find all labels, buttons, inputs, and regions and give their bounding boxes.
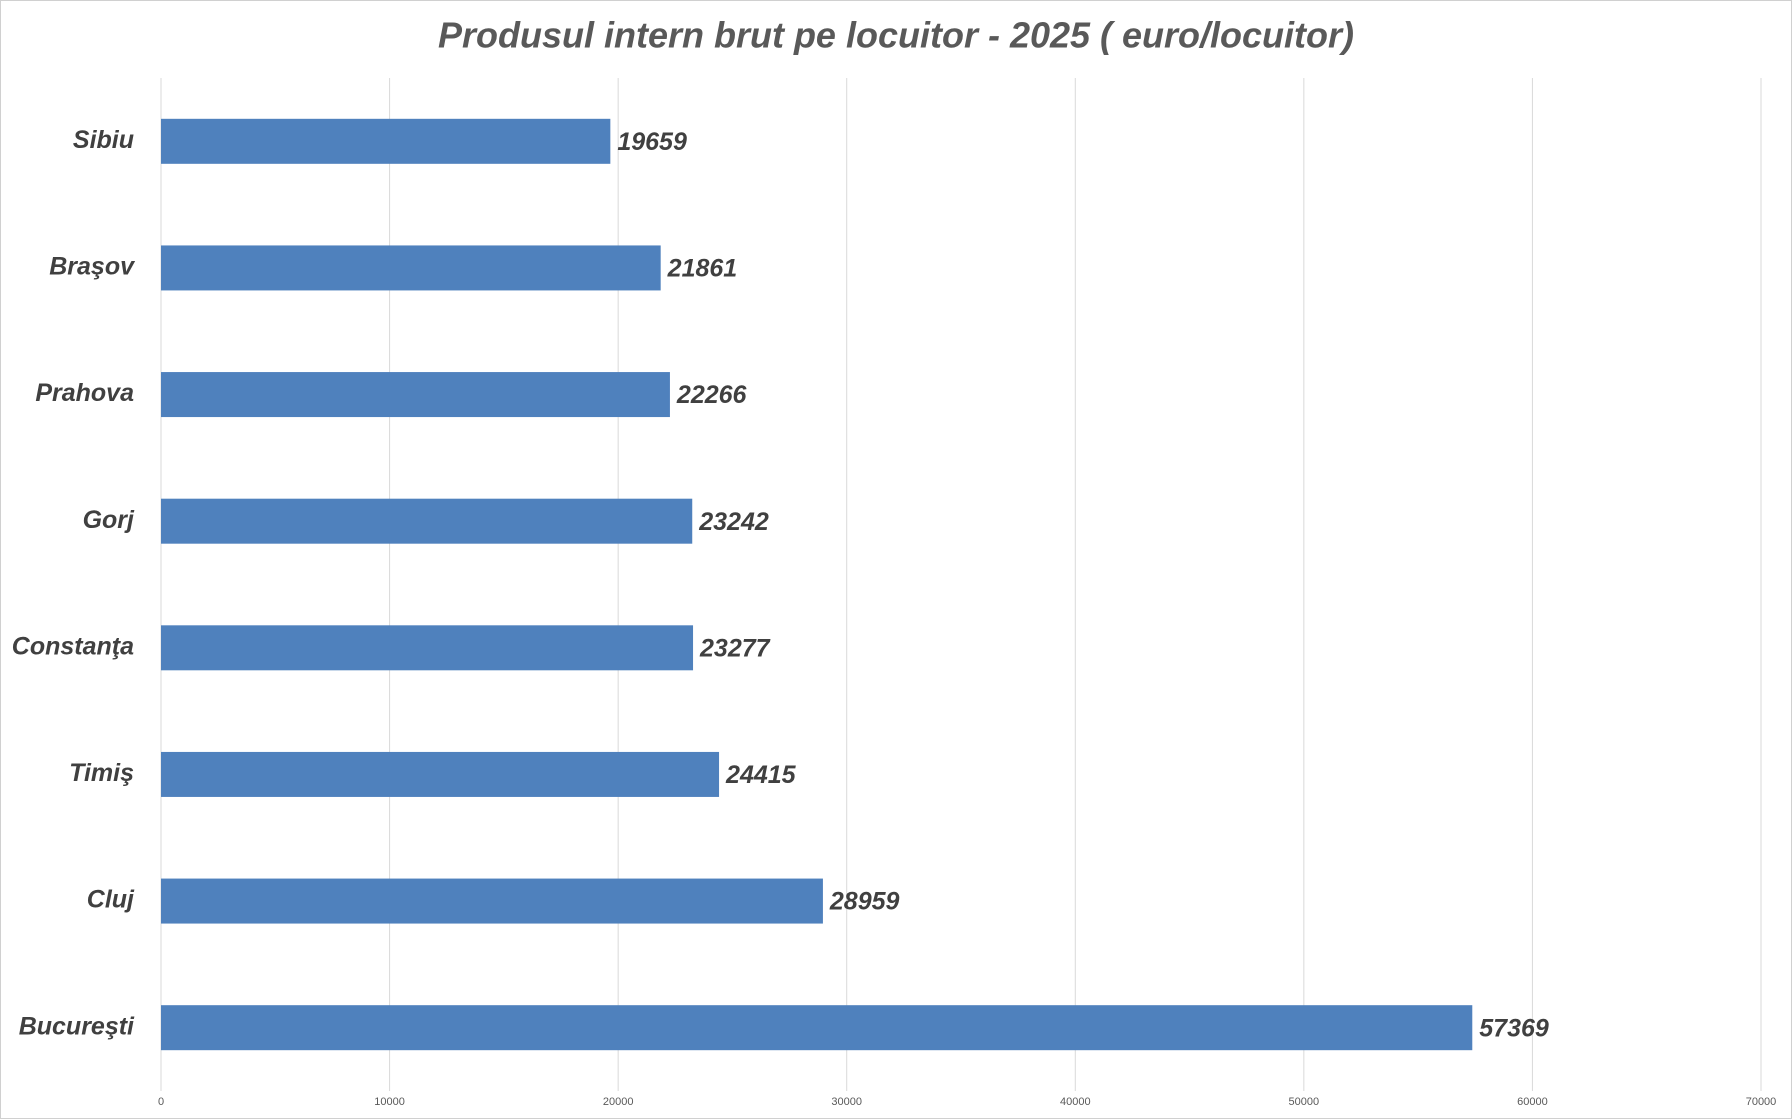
data-label: 28959 bbox=[829, 888, 900, 916]
data-label: 23242 bbox=[698, 508, 769, 536]
chart-title: Produsul intern brut pe locuitor - 2025 … bbox=[438, 15, 1354, 56]
x-tick-label: 0 bbox=[158, 1096, 164, 1108]
bar bbox=[161, 1005, 1473, 1051]
bar bbox=[161, 498, 693, 544]
bar bbox=[161, 878, 823, 924]
x-tick-label: 20000 bbox=[603, 1096, 634, 1108]
x-tick-label: 50000 bbox=[1289, 1096, 1320, 1108]
x-tick-label: 40000 bbox=[1060, 1096, 1091, 1108]
data-label: 21861 bbox=[667, 255, 738, 283]
data-label: 24415 bbox=[725, 761, 797, 789]
bar bbox=[161, 245, 661, 291]
y-tick-label: Cluj bbox=[87, 886, 135, 914]
x-tick-label: 30000 bbox=[831, 1096, 862, 1108]
y-tick-label: Bucureşti bbox=[19, 1012, 135, 1040]
data-label: 19659 bbox=[617, 128, 687, 156]
y-tick-label: Timiş bbox=[69, 759, 134, 787]
y-tick-label: Gorj bbox=[83, 506, 135, 534]
bar bbox=[161, 625, 694, 671]
bar bbox=[161, 751, 720, 797]
y-tick-label: Prahova bbox=[35, 379, 134, 407]
x-tick-label: 10000 bbox=[374, 1096, 405, 1108]
x-tick-label: 60000 bbox=[1517, 1096, 1548, 1108]
x-tick-label: 70000 bbox=[1746, 1096, 1777, 1108]
data-label: 22266 bbox=[676, 381, 748, 409]
bar bbox=[161, 118, 611, 164]
bar bbox=[161, 372, 670, 418]
data-label: 57369 bbox=[1479, 1014, 1549, 1042]
y-tick-label: Sibiu bbox=[73, 126, 134, 154]
data-label: 23277 bbox=[699, 634, 771, 662]
y-tick-label: Braşov bbox=[49, 253, 136, 281]
y-tick-label: Constanţa bbox=[12, 632, 134, 660]
